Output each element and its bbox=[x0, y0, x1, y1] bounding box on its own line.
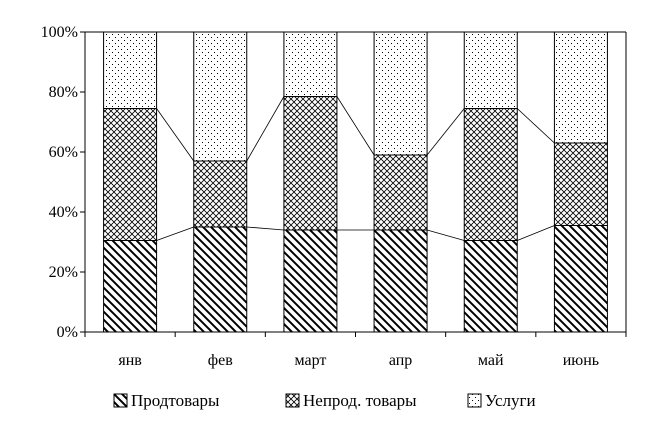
legend-swatch bbox=[113, 393, 128, 408]
bar-segment bbox=[283, 31, 338, 97]
bar-segment bbox=[553, 142, 608, 226]
x-tick-label: июнь bbox=[563, 352, 599, 369]
bar-segment bbox=[463, 31, 518, 109]
bar-segment bbox=[193, 160, 248, 228]
series-line bbox=[246, 96, 285, 162]
y-tick-label: 60% bbox=[49, 144, 78, 161]
legend-label: Продтовары bbox=[131, 391, 220, 410]
y-tick-label: 40% bbox=[49, 204, 78, 221]
series-line bbox=[516, 108, 555, 144]
legend-swatch bbox=[467, 393, 482, 408]
series-line bbox=[156, 108, 195, 162]
bar-segment bbox=[103, 108, 158, 241]
series-line bbox=[156, 226, 194, 241]
bar-segment bbox=[283, 96, 338, 231]
legend: Продтовары Непрод. товары Услуги bbox=[113, 391, 536, 410]
y-tick-label: 80% bbox=[49, 84, 78, 101]
x-tick-label: янв bbox=[118, 352, 142, 369]
bar-segment bbox=[463, 108, 518, 241]
y-tick-label: 0% bbox=[57, 324, 78, 341]
bar-segment bbox=[103, 240, 158, 333]
bar-segment bbox=[193, 31, 248, 162]
series-line bbox=[336, 96, 375, 156]
series-line bbox=[426, 108, 465, 156]
legend-swatch bbox=[285, 393, 300, 408]
bar-segment bbox=[193, 226, 248, 333]
y-tick-label: 20% bbox=[49, 264, 78, 281]
bar-segment bbox=[373, 31, 428, 156]
y-tick-label: 100% bbox=[41, 24, 78, 41]
legend-label: Услуги bbox=[485, 391, 536, 410]
series-line bbox=[246, 226, 284, 231]
series-line bbox=[426, 229, 465, 241]
bar-segment bbox=[373, 229, 428, 333]
bar-segment bbox=[103, 31, 158, 109]
bar-segment bbox=[373, 154, 428, 231]
bar-segment bbox=[283, 229, 338, 333]
bar-segment bbox=[553, 225, 608, 333]
x-tick-label: март bbox=[294, 352, 326, 369]
plot-area: 0% 20% 40% 60% 80% 100% янв фев март апр май июнь bbox=[41, 24, 627, 369]
x-tick-label: фев bbox=[208, 352, 233, 369]
bar-segment bbox=[553, 31, 608, 144]
bar-segment bbox=[463, 240, 518, 333]
legend-label: Непрод. товары bbox=[303, 391, 417, 410]
x-tick-label: апр bbox=[389, 352, 412, 369]
series-line bbox=[517, 225, 555, 241]
x-tick-label: май bbox=[478, 352, 504, 369]
